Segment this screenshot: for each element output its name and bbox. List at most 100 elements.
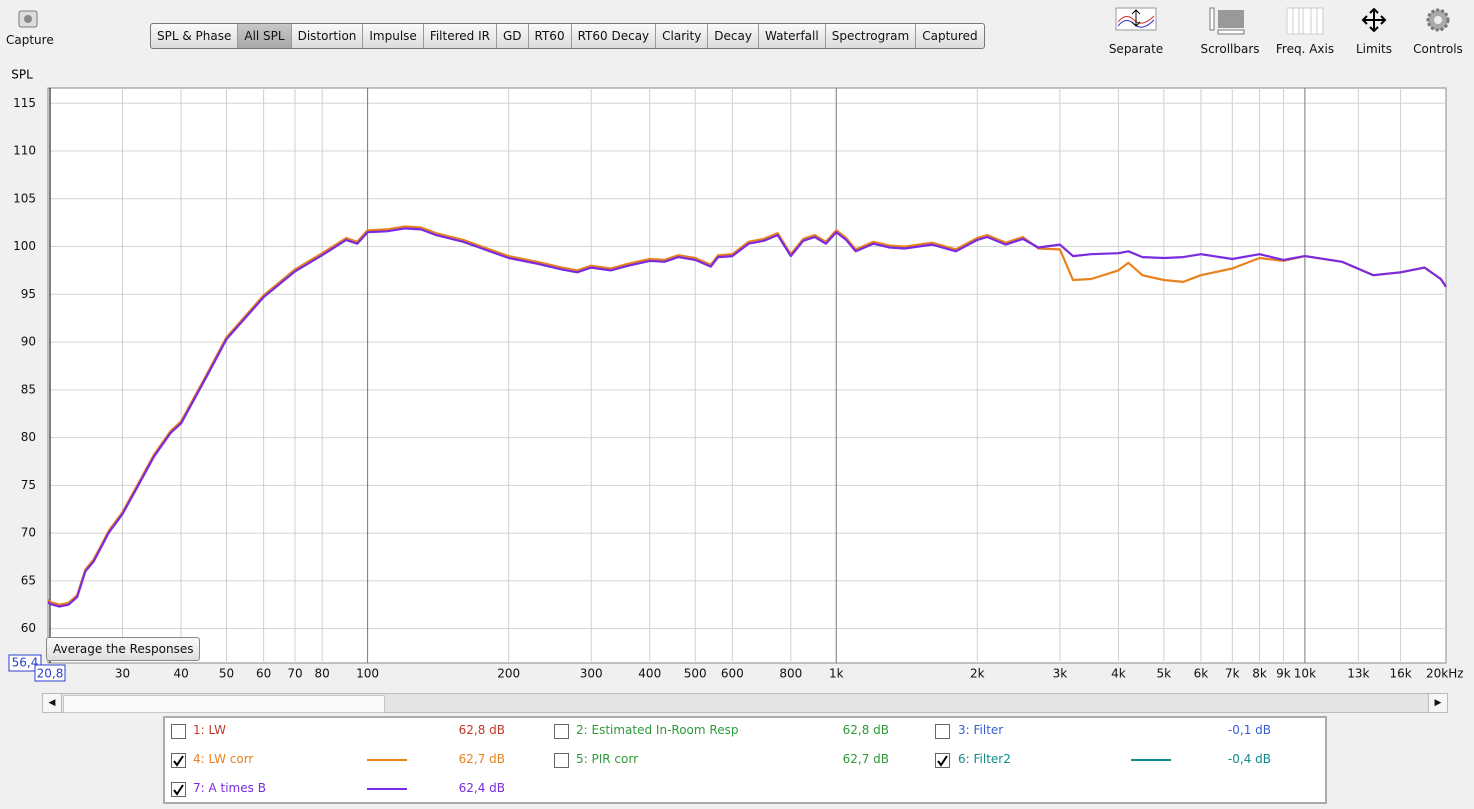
tab[interactable]: All SPL <box>238 24 292 48</box>
checkbox[interactable] <box>554 724 569 739</box>
y-tick-label: 115 <box>13 96 36 110</box>
x-tick-label: 300 <box>580 667 603 681</box>
capture-icon <box>18 10 38 28</box>
x-tick-label: 9k <box>1276 667 1291 681</box>
y-tick-label: 80 <box>21 430 36 444</box>
legend-swatch <box>367 759 407 761</box>
tab[interactable]: SPL & Phase <box>151 24 239 48</box>
tab[interactable]: RT60 <box>529 24 572 48</box>
tool-label: Controls <box>1413 42 1463 56</box>
chart: SPL 56,4 60 65 70 75 80 85 90 95 100 105 110 115 20,8 3… <box>8 68 1464 682</box>
tab[interactable]: Clarity <box>656 24 709 48</box>
axis-limit-box <box>34 664 66 682</box>
checkbox[interactable] <box>554 753 569 768</box>
x-tick-label: 20kHz <box>1426 667 1464 681</box>
x-tick-label: 600 <box>721 667 744 681</box>
capture-label: Capture <box>6 33 54 47</box>
legend-label: 6: Filter2 <box>958 752 1011 766</box>
tab[interactable]: Filtered IR <box>424 24 497 48</box>
y-axis-label: SPL <box>11 68 33 82</box>
scroll-right[interactable]: ▶ <box>1428 694 1447 712</box>
x-tick-label: 3k <box>1053 667 1068 681</box>
legend-value: 62,8 dB <box>458 723 505 737</box>
y-tick-label: 65 <box>21 573 36 587</box>
tool-button[interactable]: Limits <box>1334 6 1414 56</box>
scrollbar[interactable]: ◀ ▶ <box>42 693 1448 713</box>
x-tick-label: 70 <box>287 667 302 681</box>
x-tick-label: 4k <box>1111 667 1126 681</box>
tab[interactable]: GD <box>497 24 529 48</box>
y-tick-label: 60 <box>21 621 36 635</box>
legend-label: 2: Estimated In-Room Resp <box>576 723 739 737</box>
tab[interactable]: Distortion <box>292 24 364 48</box>
y-tick-label: 90 <box>21 335 36 349</box>
capture-tool[interactable]: Capture <box>6 8 54 47</box>
legend-label: 3: Filter <box>958 723 1004 737</box>
x-tick-label: 100 <box>356 667 379 681</box>
x-tick-label: 800 <box>779 667 802 681</box>
legend-value: -0,4 dB <box>1227 752 1271 766</box>
y-tick-label: 110 <box>13 144 36 158</box>
plot-area <box>47 87 1447 664</box>
legend: 1: LW 62,8 dB 4: LW corr 62,7 dB 7: A times … <box>163 716 1327 804</box>
y-tick-label: 100 <box>13 239 36 253</box>
tool-label: Separate <box>1108 42 1164 56</box>
x-tick-label: 16k <box>1389 667 1411 681</box>
scroll-left[interactable]: ◀ <box>43 694 62 712</box>
checkbox[interactable] <box>935 724 950 739</box>
average-button[interactable]: Average the Responses <box>46 637 201 661</box>
tool-icon <box>1426 8 1450 32</box>
legend-label: 5: PIR corr <box>576 752 639 766</box>
tool-button[interactable]: Separate <box>1096 6 1176 56</box>
tab[interactable]: Spectrogram <box>826 24 917 48</box>
legend-swatch <box>367 788 407 790</box>
x-tick-label: 8k <box>1252 667 1267 681</box>
legend-value: 62,8 dB <box>842 723 889 737</box>
y-tick-label: 95 <box>21 287 36 301</box>
tool-label: Scrollbars <box>1200 42 1260 56</box>
check-mark <box>937 755 948 767</box>
legend-value: -0,1 dB <box>1227 723 1271 737</box>
tool-label: Freq. Axis <box>1275 42 1335 56</box>
y-tick-label: 56,4 <box>12 656 39 670</box>
x-tick-label: 30 <box>115 667 130 681</box>
tab[interactable]: Impulse <box>363 24 424 48</box>
checkbox[interactable] <box>171 724 186 739</box>
tool-button[interactable]: Scrollbars <box>1190 6 1270 56</box>
checkbox[interactable] <box>171 782 186 797</box>
tab[interactable]: Waterfall <box>759 24 826 48</box>
y-tick-label: 105 <box>13 191 36 205</box>
checkbox[interactable] <box>171 753 186 768</box>
axis-limit-box <box>8 654 42 672</box>
x-tick-label: 2k <box>970 667 985 681</box>
tab-bar: SPL & Phase All SPL Distortion Impulse Filte… <box>150 23 985 49</box>
legend-value: 62,7 dB <box>842 752 889 766</box>
x-tick-label: 1k <box>829 667 844 681</box>
y-tick-label: 75 <box>21 478 36 492</box>
check-mark <box>173 784 184 796</box>
x-tick-label: 20,8 <box>37 667 64 681</box>
legend-label: 4: LW corr <box>193 752 254 766</box>
legend-label: 7: A times B <box>193 781 266 795</box>
checkbox[interactable] <box>935 753 950 768</box>
tool-icon <box>1361 7 1387 33</box>
x-tick-label: 200 <box>497 667 520 681</box>
x-tick-label: 7k <box>1225 667 1240 681</box>
legend-value: 62,4 dB <box>458 781 505 795</box>
x-tick-label: 60 <box>256 667 271 681</box>
tool-button[interactable]: Freq. Axis <box>1265 6 1345 56</box>
x-tick-label: 50 <box>219 667 234 681</box>
x-tick-label: 400 <box>638 667 661 681</box>
tool-label: Limits <box>1356 42 1392 56</box>
tab[interactable]: Decay <box>708 24 759 48</box>
x-tick-label: 80 <box>315 667 330 681</box>
tab[interactable]: RT60 Decay <box>572 24 657 48</box>
check-mark <box>173 755 184 767</box>
tool-icon <box>1209 7 1245 35</box>
x-tick-label: 500 <box>684 667 707 681</box>
tool-button[interactable]: Controls <box>1398 6 1474 56</box>
x-tick-label: 5k <box>1157 667 1172 681</box>
tab[interactable]: Captured <box>922 29 978 43</box>
scroll-thumb[interactable] <box>63 695 385 713</box>
